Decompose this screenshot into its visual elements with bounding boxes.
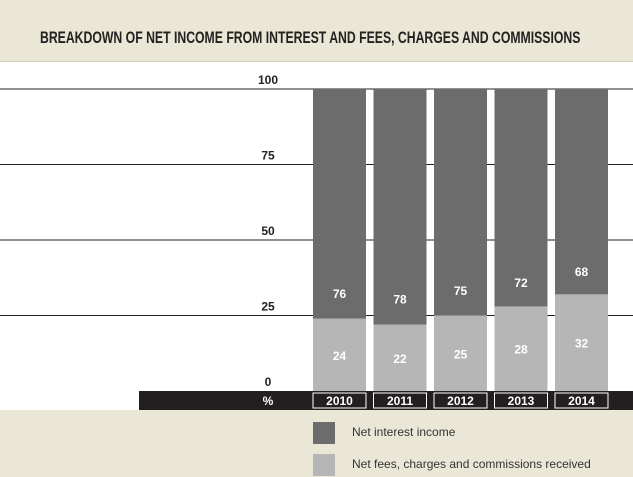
legend-swatch-net-interest [313,422,335,444]
y-axis-unit-label: % [263,394,274,408]
x-tick-box [554,392,609,409]
y-tick-label: 100 [258,73,278,87]
bar-segment-net-interest [434,89,487,316]
data-label: 68 [575,265,589,279]
bar-segment-net-fees [373,324,427,391]
y-tick-label: 50 [261,224,275,238]
y-tick-label: 0 [265,375,272,389]
data-labels: 24 76 22 78 25 75 28 72 32 68 [333,265,589,366]
legend: Net interest income Net fees, charges an… [0,410,633,477]
data-label: 76 [333,287,347,301]
data-label: 25 [454,347,468,361]
x-tick-label: 2011 [387,394,413,408]
legend-swatch-net-fees [313,454,335,476]
data-label: 72 [514,276,528,290]
bar-segment-net-fees [555,294,608,391]
legend-label-net-fees: Net fees, charges and commissions receiv… [352,457,591,471]
bars [313,89,608,391]
data-label: 28 [514,343,528,357]
data-label: 75 [454,284,468,298]
x-tick-label: 2013 [508,394,535,408]
x-tick-box [494,392,548,409]
bar-segment-net-fees [313,318,366,391]
chart-plot: 0 25 50 75 100 24 76 22 78 25 75 28 72 32 68 2010 2011… [0,73,633,410]
y-tick-labels: 0 25 50 75 100 [258,73,278,389]
x-tick-box [433,392,488,409]
x-tick-label: 2014 [568,394,595,408]
data-label: 24 [333,349,347,363]
bar-segment-net-fees [434,315,487,391]
y-tick-label: 25 [261,300,275,314]
data-label: 78 [393,292,407,306]
x-tick-label: 2010 [326,394,353,408]
data-label: 22 [393,352,407,366]
chart-header: BREAKDOWN OF NET INCOME FROM INTEREST AN… [0,0,633,62]
x-tick-box [312,392,367,409]
chart-title: BREAKDOWN OF NET INCOME FROM INTEREST AN… [40,28,581,47]
data-label: 32 [575,337,589,351]
x-tick-label: 2012 [447,394,474,408]
x-tick-box [373,392,427,409]
bar-segment-net-interest [555,89,608,295]
legend-label-net-interest: Net interest income [352,425,456,439]
bar-segment-net-fees [494,306,548,391]
y-tick-label: 75 [261,149,275,163]
bar-segment-net-interest [494,89,548,307]
x-tick-labels: 2010 2011 2012 2013 2014 [312,392,609,409]
bar-segment-net-interest [313,89,366,319]
bar-segment-net-interest [373,89,427,325]
